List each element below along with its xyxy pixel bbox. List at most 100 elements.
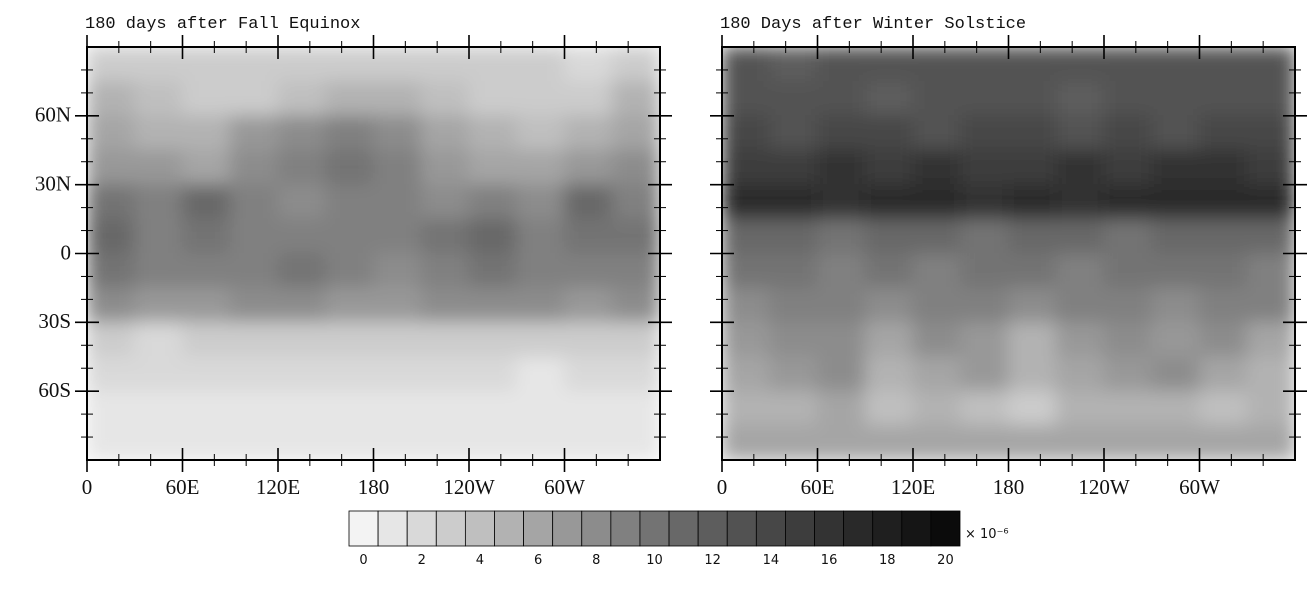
cell [1055, 390, 1105, 427]
cell [1055, 425, 1105, 460]
cell [229, 80, 279, 117]
colorbar-box [523, 510, 554, 547]
cell [564, 253, 613, 289]
colorbar-tick-label: 4 [476, 553, 484, 568]
cell [1246, 321, 1295, 358]
cell [1055, 321, 1105, 358]
cell [722, 149, 771, 186]
x-tick-label: 0 [717, 475, 728, 499]
cell [1199, 47, 1248, 82]
cell [420, 287, 470, 323]
cell [134, 321, 183, 358]
cell [769, 253, 818, 289]
cell [722, 47, 771, 82]
cell [1008, 253, 1057, 289]
x-tick-label: 60W [544, 475, 585, 499]
cell [611, 356, 660, 392]
cell [420, 253, 470, 289]
cell [468, 47, 518, 82]
cell [912, 390, 962, 427]
cell [1103, 287, 1153, 323]
cell [373, 390, 422, 427]
cell [817, 253, 866, 289]
cell [468, 80, 518, 117]
cell [722, 80, 771, 117]
colorbar-box [494, 510, 524, 547]
cell [769, 390, 818, 427]
cell [1246, 287, 1295, 323]
cell [516, 218, 565, 254]
panel-title: 180 days after Fall Equinox [85, 15, 360, 34]
cell [516, 287, 565, 323]
cell [864, 356, 914, 392]
cell [134, 253, 183, 289]
cell [420, 149, 470, 186]
cell [611, 149, 660, 186]
cell [182, 47, 231, 82]
cell [87, 287, 136, 323]
colorbar-box [435, 510, 466, 547]
cell [325, 47, 374, 82]
cell [1151, 390, 1200, 427]
cell [611, 390, 660, 427]
cell [864, 390, 914, 427]
cell [1199, 425, 1248, 460]
cell [1199, 321, 1248, 358]
cell [1055, 80, 1105, 117]
cell [912, 425, 962, 460]
cell [769, 47, 818, 82]
cell [769, 80, 818, 117]
x-tick-label: 60E [166, 475, 200, 499]
cell [373, 253, 422, 289]
cell [564, 321, 613, 358]
cell [1008, 425, 1057, 460]
cell [87, 390, 136, 427]
cell [817, 115, 866, 151]
cell [134, 149, 183, 186]
cell [87, 149, 136, 186]
cell [960, 356, 1009, 392]
cell [611, 184, 660, 220]
cell [817, 425, 866, 460]
cell [1151, 356, 1200, 392]
cell [1055, 356, 1105, 392]
cell [722, 184, 771, 220]
cell [277, 287, 327, 323]
x-tick-label: 120W [443, 475, 495, 499]
cell [960, 184, 1009, 220]
cell [564, 115, 613, 151]
colorbar-box [348, 510, 379, 547]
cell [87, 321, 136, 358]
cell [960, 287, 1009, 323]
cell [325, 218, 374, 254]
cell [1199, 390, 1248, 427]
cell [516, 184, 565, 220]
cell [373, 287, 422, 323]
cell [516, 115, 565, 151]
cell [182, 115, 231, 151]
cell [1246, 390, 1295, 427]
cell [325, 115, 374, 151]
panel: 180 Days after Winter Solstice 0 60E 120E 18… [710, 15, 1307, 499]
x-tick-label: 180 [993, 475, 1025, 499]
cell [1246, 356, 1295, 392]
cell [864, 253, 914, 289]
y-tick-label: 60S [38, 378, 71, 402]
cell [1246, 253, 1295, 289]
cell [1103, 425, 1153, 460]
cell [564, 287, 613, 323]
cell [1246, 218, 1295, 254]
colorbar-box [668, 510, 699, 547]
cell [182, 321, 231, 358]
panel-title: 180 Days after Winter Solstice [720, 15, 1026, 34]
cell [817, 149, 866, 186]
cell [769, 115, 818, 151]
cell [1103, 184, 1153, 220]
cell [468, 115, 518, 151]
cell [1246, 149, 1295, 186]
cell [516, 149, 565, 186]
colorbar-box [814, 510, 845, 547]
cell [864, 287, 914, 323]
cell [229, 253, 279, 289]
cell [817, 184, 866, 220]
